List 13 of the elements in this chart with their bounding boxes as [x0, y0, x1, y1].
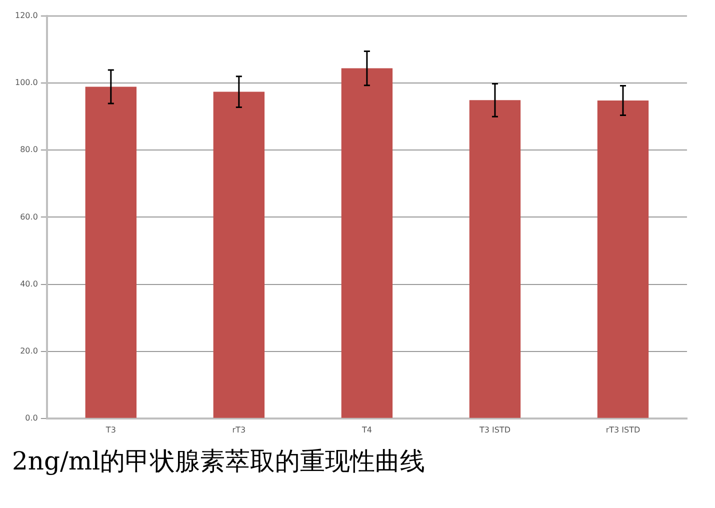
- x-tick-label: rT3 ISTD: [606, 425, 640, 434]
- x-tick-label: rT3: [232, 425, 246, 434]
- y-tick-label: 40.0: [20, 279, 38, 288]
- y-tick-label: 80.0: [20, 145, 38, 154]
- x-tick-label: T3: [104, 425, 116, 434]
- x-tick-label: T4: [360, 425, 372, 434]
- y-tick-label: 20.0: [20, 346, 38, 356]
- y-tick-label: 0.0: [25, 413, 38, 422]
- y-tick-label: 100.0: [14, 78, 38, 88]
- x-tick-label: T3 ISTD: [478, 425, 510, 434]
- text: 2ng/ml的甲状腺素萃取的重现性曲线: [12, 446, 426, 476]
- y-tick-label: 120.0: [14, 11, 38, 20]
- y-tick-label: 60.0: [20, 212, 38, 222]
